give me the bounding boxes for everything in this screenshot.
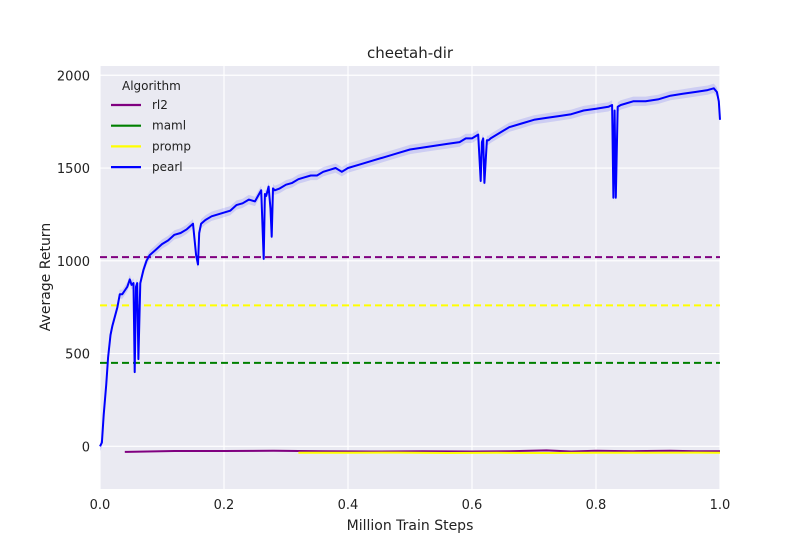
x-tick-label: 0.6 [462,498,483,513]
x-tick-label: 0.4 [338,498,359,513]
reference-lines [100,256,720,364]
y-tick-label: 2000 [57,69,90,84]
series-line-pearl [99,87,721,447]
y-axis-ticks: 0 500 1000 1500 2000 [57,69,90,455]
legend-label-rl2: rl2 [152,98,168,112]
y-tick-label: 1000 [57,255,90,270]
y-tick-label: 500 [65,348,90,363]
legend: Algorithm rl2 maml promp pearl [111,79,191,174]
legend-label-pearl: pearl [152,160,183,174]
y-tick-label: 0 [82,440,90,455]
y-axis-label: Average Return [38,223,54,331]
legend-label-promp: promp [152,139,191,153]
y-tick-label: 1500 [57,162,90,177]
x-tick-label: 0.0 [90,498,111,513]
x-tick-label: 1.0 [710,498,731,513]
x-tick-label: 0.8 [586,498,607,513]
series-line-rl2 [124,449,720,453]
x-axis-label: Million Train Steps [347,518,474,534]
chart-title: cheetah-dir [367,44,454,62]
x-tick-label: 0.2 [214,498,235,513]
x-axis-ticks: 0.0 0.2 0.4 0.6 0.8 1.0 [90,498,731,513]
series-lines [99,83,721,454]
legend-label-maml: maml [152,119,186,133]
plot-area [100,66,720,489]
legend-title: Algorithm [122,79,181,93]
